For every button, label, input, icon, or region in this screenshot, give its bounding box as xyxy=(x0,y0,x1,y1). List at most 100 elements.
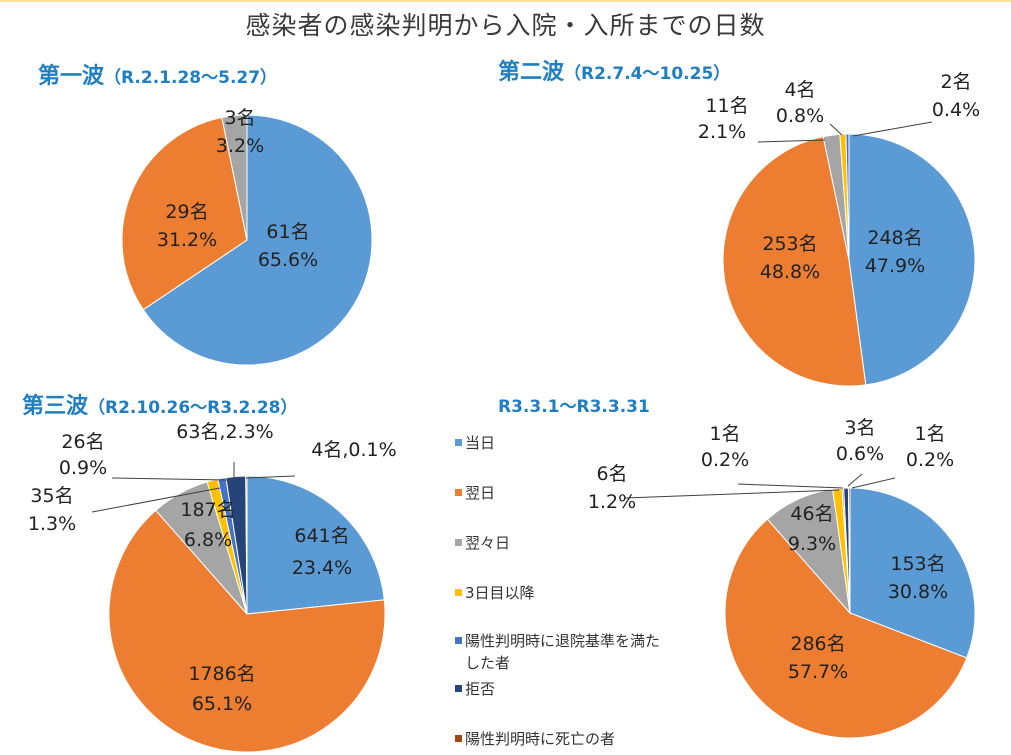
pie-3-pct-label-4: 1.3% xyxy=(28,513,76,535)
pie-4-pct-label-4: 1.2% xyxy=(588,491,636,513)
legend-swatch xyxy=(455,539,462,546)
legend-label: 3日目以降 xyxy=(465,584,535,602)
pie-3-leader-5 xyxy=(111,477,228,481)
pie-1-pct-label-1: 65.6% xyxy=(258,249,318,271)
legend-swatch xyxy=(455,589,462,596)
pie-3-count-label-3: 187名 xyxy=(180,499,235,521)
pie-4-count-label-6: 3名 xyxy=(844,417,875,439)
legend-item-two-days: 翌々日 xyxy=(455,532,510,554)
pie-3-leader-7 xyxy=(245,475,296,479)
legend-label: 翌々日 xyxy=(465,534,511,552)
pie-4-title: R3.3.1～R3.3.31 xyxy=(498,392,650,418)
pie-1-count-label-3: 3名 xyxy=(224,107,255,129)
chart-main-title: 感染者の感染判明から入院・入所までの日数 xyxy=(245,11,766,40)
pie-4-leader-5 xyxy=(737,483,844,489)
pie-4-slice-2 xyxy=(724,518,968,739)
pie-4-leader-6 xyxy=(847,473,863,487)
pie-3-data-label-7: 4名,0.1% xyxy=(311,439,396,461)
pie-2-title: 第二波（R2.7.4～10.25） xyxy=(498,54,730,86)
legend-item-next-day: 翌日 xyxy=(455,482,495,504)
pie-2-leader-5 xyxy=(852,121,933,137)
pie-2-count-label-5: 2名 xyxy=(940,71,971,93)
legend-swatch xyxy=(455,489,462,496)
pie-4-slice-1 xyxy=(849,487,976,659)
legend-swatch xyxy=(455,685,462,692)
legend-item-discharge-criteria: 陽性判明時に退院基準を満た した者 xyxy=(455,630,660,674)
pie-1-subtitle: （R.2.1.28～5.27） xyxy=(104,68,278,88)
pie-1-pct-label-2: 31.2% xyxy=(157,229,217,251)
pie-2-pct-label-4: 0.8% xyxy=(776,105,824,127)
legend-swatch xyxy=(455,637,462,644)
legend-item-deceased: 陽性判明時に死亡の者 xyxy=(455,728,615,750)
pie-4-pct-label-6: 0.6% xyxy=(836,443,884,465)
pie-4-count-label-3: 46名 xyxy=(790,503,833,525)
pie-3-slice-2 xyxy=(108,509,386,753)
pie-3-pct-label-5: 0.9% xyxy=(59,457,107,479)
pie-2-pct-label-5: 0.4% xyxy=(932,99,980,121)
pie-4-pct-label-5: 0.2% xyxy=(701,449,749,471)
pie-4-slice-7 xyxy=(847,487,851,614)
pie-3-pct-label-1: 23.4% xyxy=(292,557,352,579)
pie-2-count-label-1: 248名 xyxy=(867,227,922,249)
pie-3-pct-label-2: 65.1% xyxy=(192,693,252,715)
pie-2-leader-3 xyxy=(757,139,826,143)
pie-3-title-text: 第三波 xyxy=(22,394,89,419)
pie-2-pct-label-3: 2.1% xyxy=(698,121,746,143)
pie-2-slice-1 xyxy=(848,133,976,386)
pie-4-count-label-7: 1名 xyxy=(914,423,945,445)
legend-label: 翌日 xyxy=(465,484,496,502)
pie-4-pct-label-1: 30.8% xyxy=(888,581,948,603)
pie-2-slice-2 xyxy=(722,136,867,387)
legend-label: 陽性判明時に退院基準を満た xyxy=(465,632,661,650)
pie-3-title: 第三波（R2.10.26～R3.2.28） xyxy=(22,388,298,420)
pie-4-subtitle: R3.3.1～R3.3.31 xyxy=(498,397,650,417)
pie-3-subtitle: （R2.10.26～R3.2.28） xyxy=(88,398,298,418)
pie-1-slice-2 xyxy=(121,116,248,311)
legend-item-same-day: 当日 xyxy=(455,432,495,454)
pie-1-pct-label-3: 3.2% xyxy=(216,135,264,157)
pie-4-count-label-5: 1名 xyxy=(709,423,740,445)
pie-4-count-label-4: 6名 xyxy=(596,463,627,485)
pie-4-pct-label-7: 0.2% xyxy=(906,449,954,471)
legend-label: 拒否 xyxy=(465,680,496,698)
pie-3-count-label-1: 641名 xyxy=(294,525,349,547)
pie-1-slice-1 xyxy=(142,114,373,366)
top-accent-line xyxy=(0,0,1011,2)
legend-item-three-plus-days: 3日目以降 xyxy=(455,582,535,604)
pie-2-count-label-2: 253名 xyxy=(762,233,817,255)
pie-4-leader-4 xyxy=(624,489,840,499)
pie-2-leader-4 xyxy=(829,123,843,136)
pie-3-data-label-6: 63名,2.3% xyxy=(176,421,274,443)
legend-label: 陽性判明時に死亡の者 xyxy=(465,730,616,748)
pie-4-count-label-1: 153名 xyxy=(890,553,945,575)
pie-2-count-label-4: 4名 xyxy=(784,79,815,101)
legend-swatch xyxy=(455,439,462,446)
legend-swatch xyxy=(455,735,462,742)
pie-2-slice-5 xyxy=(845,133,850,261)
pie-3-pct-label-3: 6.8% xyxy=(184,529,232,551)
pie-3-leader-4 xyxy=(91,487,221,513)
pie-1-count-label-2: 29名 xyxy=(165,201,208,223)
pie-1-title: 第一波（R.2.1.28～5.27） xyxy=(38,58,277,90)
pie-3-slice-1 xyxy=(246,475,385,615)
pie-2-pct-label-1: 47.9% xyxy=(865,255,925,277)
pie-4-pct-label-2: 57.7% xyxy=(788,661,848,683)
pie-3-slice-7 xyxy=(245,475,248,615)
pie-4-pct-label-3: 9.3% xyxy=(788,533,836,555)
pie-2-count-label-3: 11名 xyxy=(705,95,748,117)
pie-2-subtitle: （R2.7.4～10.25） xyxy=(564,64,731,84)
pie-2-title-text: 第二波 xyxy=(498,60,565,85)
pie-1-slice-3 xyxy=(221,114,248,241)
legend-label-line2: した者 xyxy=(465,654,511,672)
pie-3-count-label-4: 35名 xyxy=(30,485,73,507)
pie-4-count-label-2: 286名 xyxy=(790,633,845,655)
pie-1-count-label-1: 61名 xyxy=(266,221,309,243)
legend-item-refused: 拒否 xyxy=(455,678,495,700)
pie-4-leader-7 xyxy=(851,477,896,489)
pie-3-count-label-2: 1786名 xyxy=(188,663,255,685)
pie-1-title-text: 第一波 xyxy=(38,64,105,89)
pie-2-pct-label-2: 48.8% xyxy=(760,261,820,283)
pie-3-count-label-5: 26名 xyxy=(61,431,104,453)
legend-label: 当日 xyxy=(465,434,496,452)
